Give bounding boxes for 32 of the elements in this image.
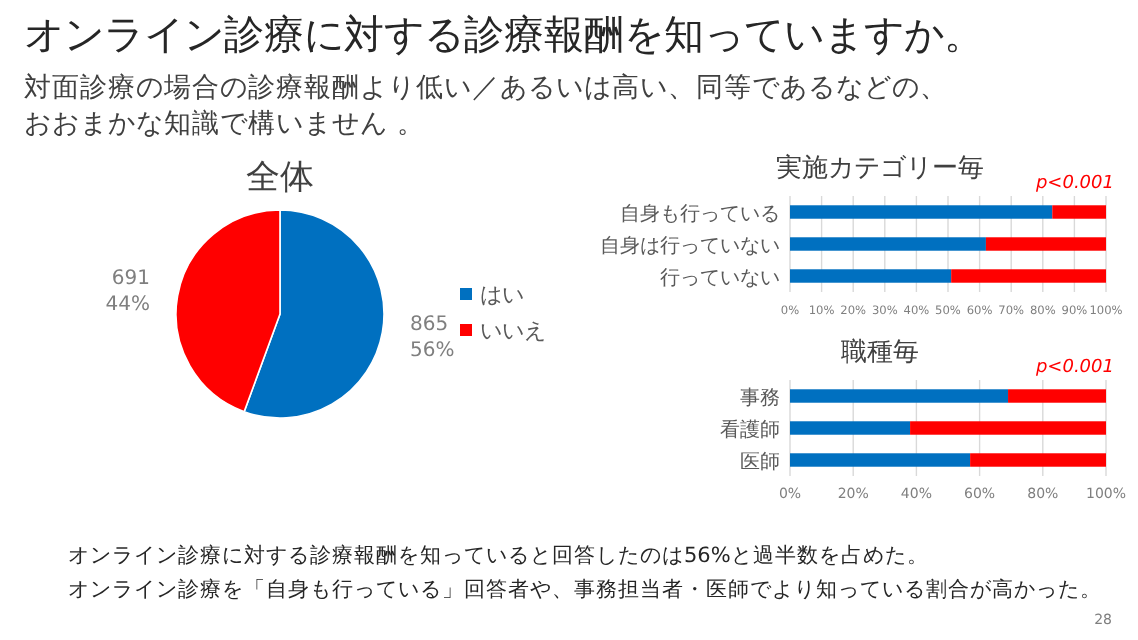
bar	[790, 237, 986, 251]
y-tick-label: 行っていない	[660, 268, 780, 290]
bar	[790, 269, 952, 283]
bar	[1008, 389, 1106, 403]
bar	[1052, 205, 1106, 219]
bar	[790, 421, 911, 435]
bar	[790, 205, 1053, 219]
bar	[970, 453, 1106, 467]
y-tick-label: 医師	[740, 450, 780, 474]
data-label: 865 56%	[409, 314, 455, 363]
bar	[951, 269, 1106, 283]
bar	[790, 453, 971, 467]
chart-title: 全体	[246, 158, 314, 198]
text: オンライン診療に対する診療報酬を知っていると回答したのは56%と過半数を占めた。	[68, 542, 929, 568]
bar	[910, 421, 1106, 435]
bar	[790, 389, 1009, 403]
y-tick-label: 自身は行っていない	[600, 234, 780, 258]
legend-label: いいえ	[480, 318, 546, 344]
text: p<0.001	[1033, 174, 1114, 194]
y-tick-label: 看護師	[720, 418, 780, 442]
text: おおまかな知識で構いません 。	[24, 108, 425, 140]
text: p<0.001	[1033, 358, 1114, 378]
text: 対面診療の場合の診療報酬より低い／あるいは高い、同等であるなどの、	[24, 72, 948, 104]
y-tick-label: 事務	[740, 386, 780, 410]
data-label: 691 44%	[105, 267, 151, 316]
text: オンライン診療に対する診療報酬を知っていますか。	[24, 10, 984, 58]
chart-title: 実施カテゴリー毎	[776, 152, 984, 184]
chart-title: 職種毎	[841, 338, 919, 368]
y-tick-label: 自身も行っている	[620, 202, 780, 226]
bar	[985, 237, 1106, 251]
legend-label: はい	[480, 282, 524, 308]
text: オンライン診療を「自身も行っている」回答者や、事務担当者・医師でより知っている割合が高かった。	[68, 576, 1102, 602]
